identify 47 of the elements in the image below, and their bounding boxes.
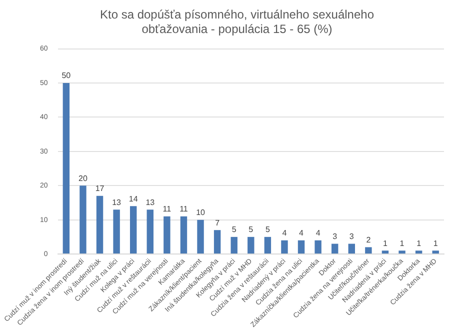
data-label: 1 xyxy=(400,238,405,248)
bar xyxy=(298,240,305,254)
bar xyxy=(348,244,356,254)
bar xyxy=(230,236,238,254)
bar xyxy=(264,236,272,254)
data-label: 10 xyxy=(196,208,206,218)
bar xyxy=(80,186,86,254)
bar xyxy=(415,250,422,254)
data-label: 20 xyxy=(78,174,88,183)
data-label: 14 xyxy=(128,194,138,204)
data-label: 2 xyxy=(366,235,372,244)
data-label: 5 xyxy=(248,225,254,234)
bar xyxy=(113,210,120,254)
bar xyxy=(130,206,137,254)
data-label: 11 xyxy=(180,204,188,214)
data-label: 13 xyxy=(112,198,122,207)
data-label: 3 xyxy=(332,232,338,241)
data-label: 4 xyxy=(316,228,321,238)
data-label: 3 xyxy=(349,232,354,241)
bar xyxy=(432,250,439,254)
bar xyxy=(180,216,188,254)
bar xyxy=(62,83,70,254)
data-label: 50 xyxy=(62,71,72,80)
bar xyxy=(331,244,338,254)
data-label: 13 xyxy=(146,198,156,207)
bar xyxy=(214,230,221,254)
data-label: 1 xyxy=(416,238,422,248)
data-label: 1 xyxy=(433,238,438,248)
data-label: 17 xyxy=(95,184,105,194)
data-label: 5 xyxy=(265,225,270,234)
data-label: 4 xyxy=(282,228,288,238)
data-label: 11 xyxy=(162,204,172,214)
bar xyxy=(382,250,389,254)
bar xyxy=(281,240,288,254)
bar xyxy=(96,196,104,254)
bar xyxy=(365,247,372,254)
bar xyxy=(248,236,254,254)
data-label: 1 xyxy=(383,238,388,248)
bar xyxy=(164,216,170,254)
bar xyxy=(314,240,322,254)
bar xyxy=(398,250,406,254)
data-label: 5 xyxy=(232,225,237,234)
bar xyxy=(146,210,154,254)
bar xyxy=(197,220,204,254)
data-label: 4 xyxy=(299,228,304,238)
chart-title: Kto sa dopúšťa písomného, virtuálneho sexuálneho obťažovania - populácia 15 - 65 (%) xyxy=(100,8,374,36)
data-label: 7 xyxy=(215,218,220,228)
